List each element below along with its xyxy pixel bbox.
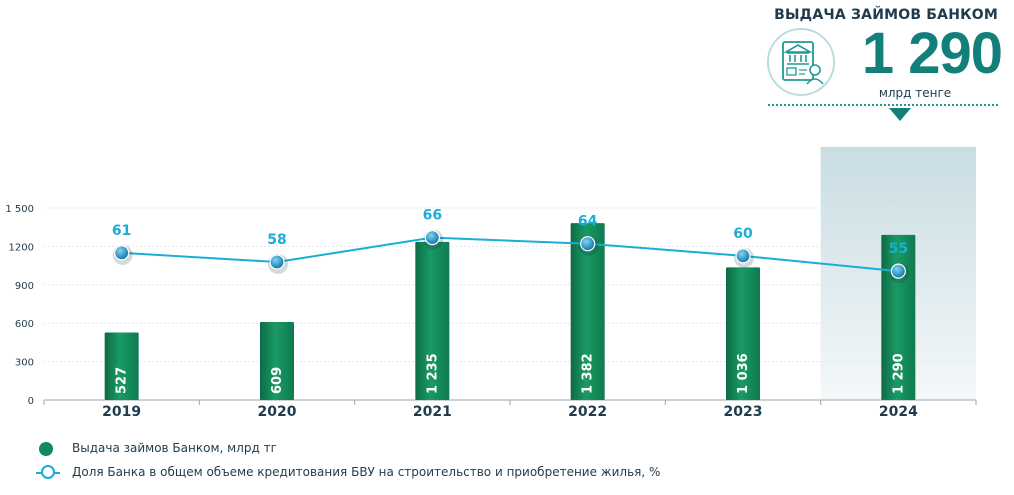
share-point-2022 — [580, 236, 596, 252]
kpi-value: 1 290 — [861, 21, 1003, 86]
share-value-label: 58 — [267, 232, 286, 248]
share-point-2021 — [424, 230, 440, 246]
bar-2021 — [415, 241, 450, 400]
y-tick-label: 1200 — [9, 242, 34, 253]
bank-document-icon — [767, 28, 835, 96]
share-value-label: 60 — [733, 226, 753, 242]
share-value-label: 61 — [112, 223, 131, 239]
x-tick-label: 2021 — [413, 404, 452, 420]
bar-value-label: 1 382 — [581, 353, 596, 394]
y-tick-label: 600 — [15, 319, 34, 330]
kpi-pointer-arrow — [889, 108, 911, 121]
legend-item-bars: Выдача займов Банком, млрд тг — [36, 440, 736, 458]
kpi-divider — [768, 104, 998, 106]
x-tick-label: 2020 — [258, 404, 297, 420]
kpi-unit: млрд тенге — [878, 86, 952, 100]
x-tick-label: 2022 — [568, 404, 607, 420]
legend-bars-label: Выдача займов Банком, млрд тг — [72, 441, 277, 455]
share-value-label: 55 — [889, 241, 908, 257]
kpi-title: ВЫДАЧА ЗАЙМОВ БАНКОМ — [774, 7, 998, 23]
bar-2023 — [726, 267, 760, 400]
y-tick-label: 1 500 — [5, 204, 34, 215]
bar-value-label: 527 — [115, 367, 130, 394]
bar-2024 — [881, 234, 916, 400]
y-tick-label: 300 — [15, 358, 34, 369]
bar-2019 — [104, 332, 139, 400]
bar-2020 — [260, 322, 294, 400]
y-tick-label: 0 — [28, 396, 34, 407]
share-line — [121, 236, 899, 273]
legend-item-line: Доля Банка в общем объеме кредитования Б… — [36, 464, 736, 482]
bar-value-label: 1 290 — [891, 353, 906, 394]
share-value-label: 66 — [423, 208, 442, 224]
x-tick-label: 2023 — [724, 404, 763, 420]
share-point-2020 — [269, 254, 285, 270]
bar-2022 — [570, 223, 605, 400]
x-tick-label: 2024 — [879, 404, 918, 420]
y-tick-label: 900 — [15, 281, 34, 292]
bar-value-label: 609 — [270, 367, 285, 394]
legend-line-marker — [41, 465, 55, 479]
legend-line-label: Доля Банка в общем объеме кредитования Б… — [72, 465, 661, 479]
legend-bar-swatch — [39, 442, 53, 456]
share-point-2024 — [890, 263, 906, 279]
share-point-2023 — [735, 248, 751, 264]
x-tick-label: 2019 — [102, 404, 141, 420]
loans-chart: 0 300 600 900 1200 1 500 527 609 1 235 1 382 1 03… — [5, 147, 977, 420]
bar-value-label: 1 235 — [425, 353, 440, 394]
share-point-2019 — [114, 245, 130, 261]
bar-value-label: 1 036 — [736, 353, 751, 394]
share-value-label: 64 — [578, 214, 598, 230]
